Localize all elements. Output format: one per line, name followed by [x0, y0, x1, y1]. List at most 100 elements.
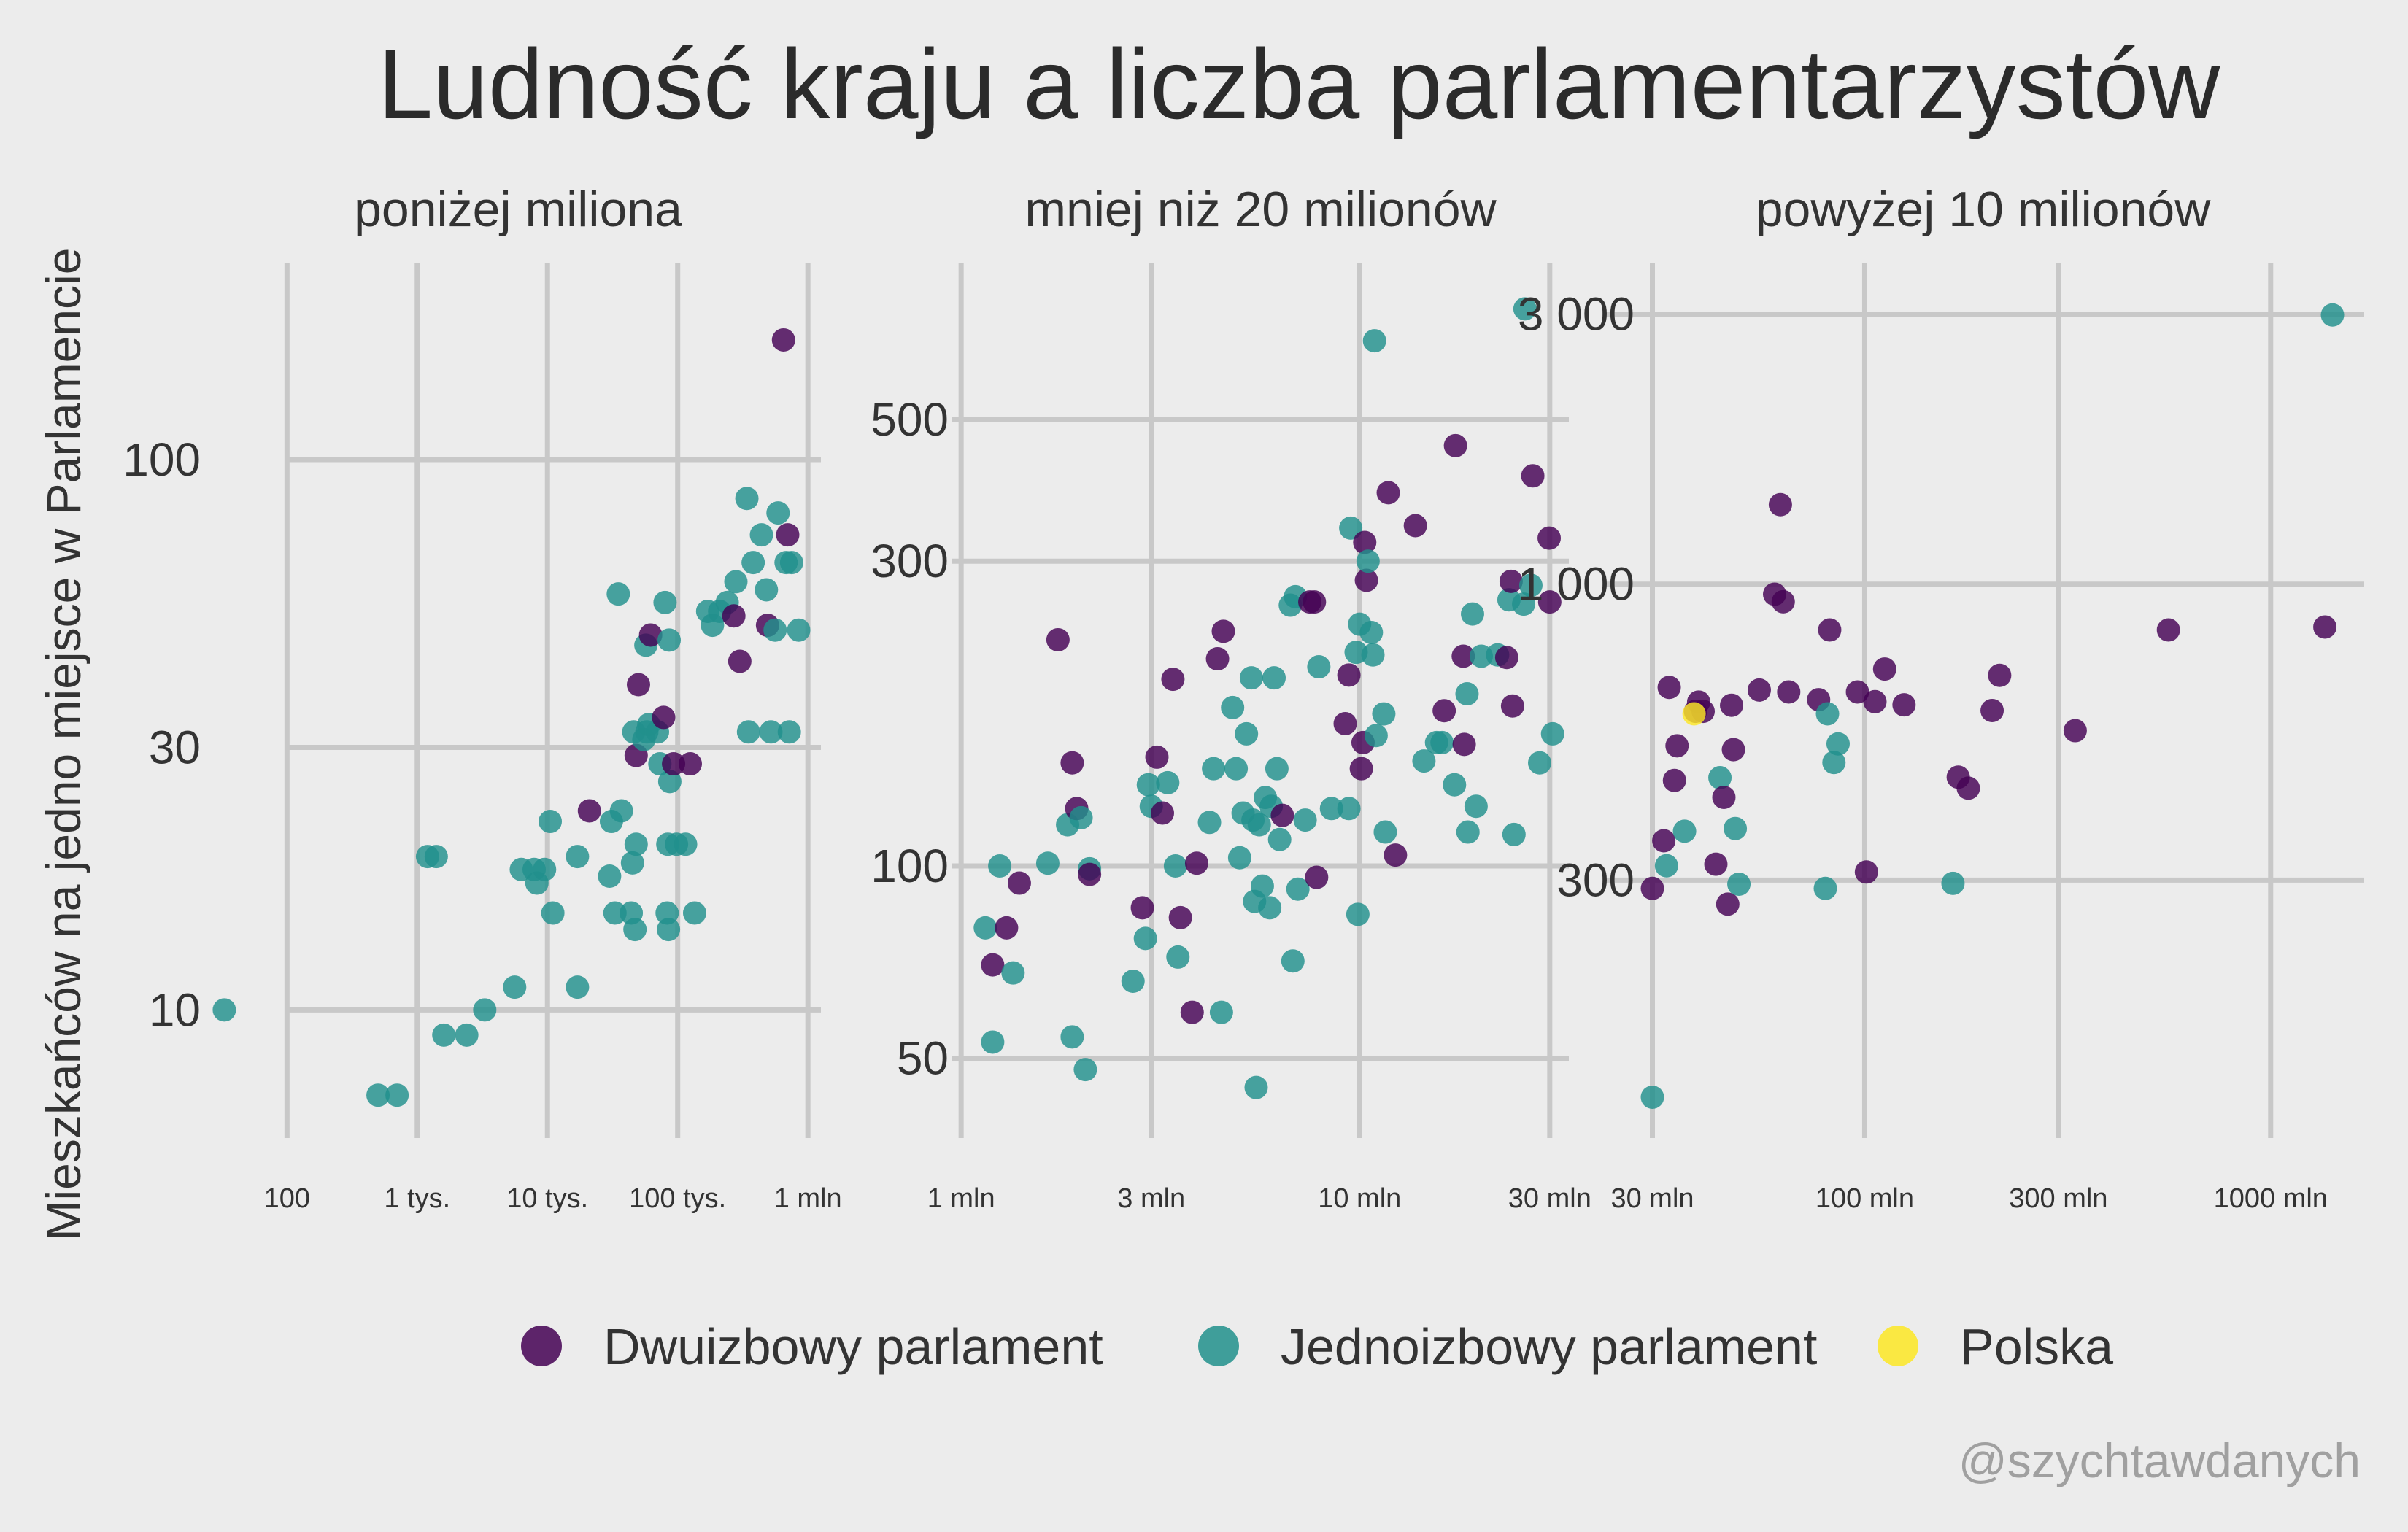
data-point	[1303, 590, 1327, 614]
data-point	[1845, 680, 1869, 704]
data-point	[1224, 757, 1249, 781]
data-point	[1267, 827, 1292, 851]
data-point	[1747, 678, 1771, 702]
x-tick-label: 100 mln	[1815, 1183, 1914, 1214]
data-point	[741, 551, 765, 575]
data-point	[755, 578, 779, 602]
data-point	[1362, 329, 1386, 353]
data-point	[724, 570, 748, 594]
data-point	[624, 832, 648, 856]
data-point	[759, 720, 783, 744]
data-point	[1708, 766, 1732, 790]
data-point	[1353, 530, 1377, 554]
data-point	[1527, 751, 1551, 775]
data-point	[1356, 549, 1380, 573]
data-point	[1727, 873, 1751, 897]
legend-item-bi: Dwuizbowy parlament	[521, 1318, 1103, 1375]
data-point	[1373, 820, 1397, 844]
y-tick-label: 500	[871, 393, 949, 446]
data-point	[1512, 592, 1536, 616]
data-point	[455, 1023, 479, 1047]
data-point	[771, 328, 795, 352]
data-point	[1941, 871, 1965, 895]
data-point	[1007, 871, 1031, 895]
data-point	[787, 618, 811, 642]
data-point	[1455, 682, 1479, 706]
data-point	[973, 916, 997, 940]
data-point	[1513, 297, 1537, 321]
data-point	[1121, 970, 1145, 994]
x-tick-label: 10 tys.	[506, 1183, 588, 1214]
data-point	[1136, 773, 1160, 797]
data-point	[566, 975, 590, 999]
data-point	[1221, 695, 1245, 719]
panels: poniżej miliona 10 30 100 100 1 tys. 10 tys. 10…	[123, 182, 2364, 1214]
data-point	[981, 953, 1005, 977]
data-point	[657, 628, 682, 652]
data-point	[1035, 851, 1060, 875]
legend-label: Polska	[1960, 1318, 2113, 1375]
data-point	[541, 901, 565, 925]
data-point	[1771, 589, 1795, 614]
data-point	[1145, 745, 1169, 769]
data-point	[1046, 627, 1070, 651]
x-tick-label: 10 mln	[1318, 1183, 1401, 1214]
data-point	[432, 1023, 456, 1047]
data-point	[1537, 526, 1562, 550]
data-point	[1403, 514, 1427, 538]
panel-2: mniej niż 20 milionów 50 100 300 500 1 mln 3 m…	[871, 182, 1591, 1214]
data-point	[1166, 945, 1190, 969]
x-tick-label: 300 mln	[2009, 1183, 2107, 1214]
data-point	[736, 720, 760, 744]
data-point	[662, 752, 686, 776]
data-point	[1716, 892, 1740, 916]
data-point	[1456, 820, 1480, 844]
data-point	[1239, 666, 1263, 690]
data-point	[1815, 702, 1840, 726]
data-point	[1451, 644, 1475, 668]
data-point	[424, 845, 448, 869]
data-point	[1247, 813, 1271, 837]
x-tick-label: 1000 mln	[2214, 1183, 2328, 1214]
data-point	[620, 851, 644, 875]
data-point	[1060, 751, 1084, 775]
panel-title: poniżej miliona	[354, 182, 682, 237]
data-point	[1337, 797, 1361, 821]
data-point	[1719, 693, 1743, 717]
data-point	[1892, 693, 1916, 717]
data-point	[1307, 655, 1331, 679]
y-tick-label: 300	[871, 535, 949, 587]
data-point	[1818, 618, 1842, 642]
data-point	[2063, 719, 2087, 743]
data-point	[1078, 862, 1102, 886]
data-point	[1333, 711, 1357, 735]
data-point	[1443, 433, 1467, 457]
data-point	[652, 705, 676, 730]
data-point	[1262, 666, 1286, 690]
data-point	[525, 871, 549, 895]
data-point	[657, 770, 682, 794]
data-point	[1500, 694, 1524, 718]
data-point	[1163, 854, 1187, 878]
panel-title: powyżej 10 milionów	[1756, 182, 2212, 237]
data-point	[626, 673, 650, 697]
data-point	[988, 854, 1012, 878]
x-tick-label: 1 mln	[774, 1183, 842, 1214]
data-point	[1813, 876, 1837, 900]
data-point	[2313, 615, 2337, 639]
legend-swatch	[521, 1326, 562, 1366]
data-point	[1863, 689, 1887, 713]
data-point	[1265, 757, 1289, 781]
y-tick-label: 30	[149, 721, 201, 773]
data-point	[638, 623, 663, 647]
data-point	[682, 901, 706, 925]
data-point	[385, 1083, 409, 1107]
y-tick-label: 100	[871, 840, 949, 892]
data-point	[1540, 721, 1564, 746]
legend: Dwuizbowy parlament Jednoizbowy parlament…	[521, 1318, 2113, 1375]
data-point	[1376, 481, 1400, 505]
data-point	[366, 1083, 390, 1107]
data-point	[779, 551, 803, 575]
y-tick-label: 100	[123, 433, 201, 486]
